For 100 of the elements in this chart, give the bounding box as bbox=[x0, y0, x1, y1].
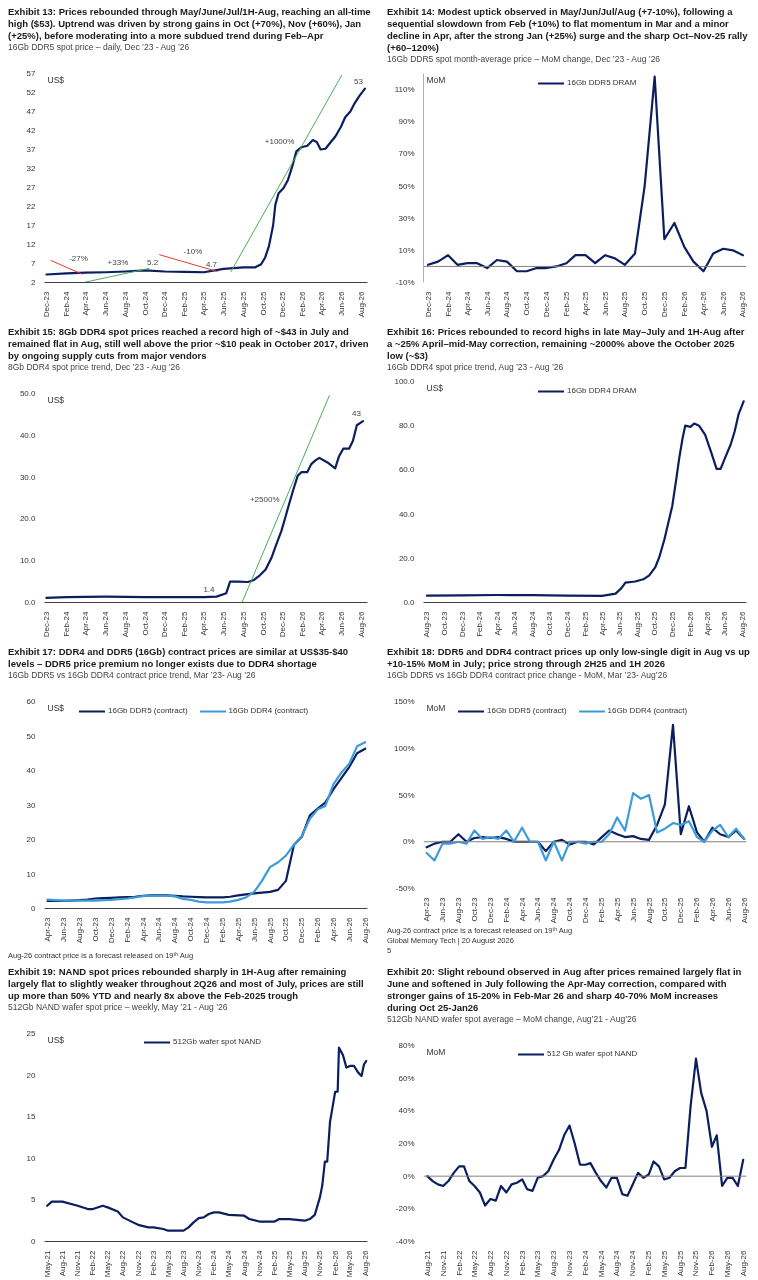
x-tick-label: Nov-22 bbox=[133, 1249, 143, 1277]
x-tick-label: Aug-24 bbox=[239, 1249, 249, 1277]
y-tick-label: -10% bbox=[395, 278, 415, 287]
x-tick-label: Oct-25 bbox=[650, 610, 660, 636]
x-tick-label: Aug-23 bbox=[453, 896, 463, 924]
x-tick-label: Aug-22 bbox=[485, 1249, 495, 1277]
x-tick-label: Feb-22 bbox=[454, 1249, 464, 1276]
x-tick-label: Nov-24 bbox=[628, 1249, 638, 1277]
y-tick-label: 10 bbox=[26, 1153, 37, 1163]
x-tick-label: Nov-21 bbox=[73, 1249, 83, 1277]
y-tick-label: 100% bbox=[394, 743, 415, 753]
y-tick-label: 32 bbox=[26, 164, 37, 173]
y-tick-label: 37 bbox=[26, 145, 37, 154]
x-tick-label: Apr-25 bbox=[612, 896, 622, 922]
y-tick-label: 50.0 bbox=[19, 389, 37, 398]
x-tick-label: Aug-24 bbox=[549, 896, 559, 924]
annotation: 53 bbox=[354, 76, 364, 86]
x-tick-label: Aug-26 bbox=[356, 610, 366, 638]
x-tick-label: Aug-24 bbox=[120, 290, 130, 318]
x-tick-label: Oct-24 bbox=[140, 610, 150, 636]
x-tick-label: Dec-24 bbox=[581, 896, 591, 924]
x-tick-label: Dec-23 bbox=[41, 610, 51, 638]
annotation: +33% bbox=[107, 258, 129, 268]
y-axis-title: US$ bbox=[47, 394, 65, 405]
legend-label: 512 Gb wafer spot NAND bbox=[547, 1049, 638, 1058]
annotation: 1.4 bbox=[203, 584, 216, 594]
y-tick-label: 50 bbox=[26, 731, 37, 741]
x-tick-label: Jun-24 bbox=[154, 916, 164, 942]
y-tick-label: 27 bbox=[26, 183, 37, 192]
x-tick-label: Feb-24 bbox=[209, 1249, 219, 1276]
y-tick-label: 110% bbox=[394, 85, 415, 95]
y-tick-label: 2 bbox=[31, 278, 37, 287]
x-tick-label: Dec-24 bbox=[160, 290, 170, 318]
x-tick-label: Feb-23 bbox=[517, 1249, 527, 1276]
x-tick-label: Jun-26 bbox=[337, 290, 347, 316]
x-tick-label: Dec-25 bbox=[659, 290, 669, 318]
x-tick-label: Aug-21 bbox=[57, 1249, 67, 1277]
x-tick-label: Oct-24 bbox=[565, 896, 575, 922]
chart-title: Exhibit 14: Modest uptick observed in May/Jun/Jul/Aug (+7-10%), following a sequential slowdown from Feb (+10%) to flat momentum in Mar and a minor decline in Apr, after the strong Jan (+25%) surge and the sharp Oct–Nov-25 rally (+60–120%) bbox=[387, 6, 749, 54]
y-tick-label: 10 bbox=[26, 869, 37, 879]
x-tick-label: Aug-23 bbox=[422, 610, 432, 638]
x-tick-label: Aug-21 bbox=[422, 1249, 432, 1277]
x-tick-label: May-24 bbox=[596, 1249, 606, 1278]
y-tick-label: 50% bbox=[398, 181, 415, 191]
x-tick-label: Aug-26 bbox=[360, 1249, 370, 1277]
y-tick-label: 25 bbox=[26, 1029, 37, 1038]
chart-subtitle: 16Gb DDR5 vs 16Gb DDR4 contract price change - MoM, Mar ’23- Aug’26 bbox=[387, 670, 669, 681]
x-tick-label: Apr-25 bbox=[597, 610, 607, 636]
x-tick-label: Nov-23 bbox=[565, 1249, 575, 1277]
y-tick-label: 60 bbox=[26, 697, 37, 706]
x-tick-label: Jun-24 bbox=[510, 610, 520, 636]
x-tick-label: Jun-25 bbox=[628, 896, 638, 922]
x-tick-label: Nov-23 bbox=[194, 1249, 204, 1277]
x-tick-label: Feb-24 bbox=[61, 610, 71, 637]
x-tick-label: Aug-25 bbox=[620, 290, 630, 318]
legend-label: 512Gb wafer spot NAND bbox=[173, 1037, 262, 1046]
x-tick-label: Apr-25 bbox=[580, 290, 590, 316]
x-tick-label: Nov-25 bbox=[691, 1249, 701, 1277]
x-tick-label: Feb-25 bbox=[561, 290, 571, 317]
x-tick-label: Dec-25 bbox=[676, 896, 686, 924]
chart-title: Exhibit 20: Slight rebound observed in Aug after prices remained largely flat in June and softened in July following the Apr-May correction, compared with stronger gains of 15-20% in Feb-Mar 26 and sharp 40-70% MoM increases during Oct 25-Jan26 bbox=[387, 966, 743, 1014]
x-tick-label: Aug-23 bbox=[74, 916, 84, 944]
x-tick-label: Jun-24 bbox=[101, 610, 111, 636]
x-tick-label: Apr-24 bbox=[138, 916, 148, 942]
y-tick-label: 50% bbox=[398, 790, 415, 800]
x-tick-label: Aug-23 bbox=[549, 1249, 559, 1277]
x-tick-label: Feb-24 bbox=[122, 916, 132, 943]
y-tick-label: 40 bbox=[26, 766, 37, 775]
x-tick-label: Apr-26 bbox=[702, 610, 712, 636]
x-tick-label: Feb-23 bbox=[148, 1249, 158, 1276]
x-tick-label: Feb-26 bbox=[298, 610, 308, 637]
chart-subtitle: 16Gb DDR5 spot price – daily, Dec ’23 - Aug ’26 bbox=[8, 42, 191, 53]
x-tick-label: May-22 bbox=[103, 1249, 113, 1278]
annotation: -27% bbox=[69, 253, 88, 263]
x-tick-label: Aug-24 bbox=[527, 610, 537, 638]
x-tick-label: Oct-24 bbox=[545, 610, 555, 636]
y-tick-label: 7 bbox=[31, 259, 37, 268]
x-tick-label: May-21 bbox=[42, 1249, 52, 1278]
x-tick-label: Oct-25 bbox=[258, 290, 268, 316]
x-tick-label: Jun-26 bbox=[337, 610, 347, 636]
x-tick-label: Nov-21 bbox=[438, 1249, 448, 1277]
x-tick-label: Feb-26 bbox=[679, 290, 689, 317]
y-axis-title: MoM bbox=[426, 74, 446, 85]
x-tick-label: Aug-23 bbox=[178, 1249, 188, 1277]
annotation: -10% bbox=[183, 247, 203, 257]
x-tick-label: Aug-26 bbox=[737, 610, 747, 638]
x-tick-label: May-23 bbox=[533, 1249, 543, 1278]
y-tick-label: 20.0 bbox=[19, 514, 37, 524]
chart-subtitle: 16Gb DDR4 spot price trend, Aug ’23 - Aug ’26 bbox=[387, 362, 565, 373]
y-tick-label: 20.0 bbox=[398, 553, 416, 563]
x-tick-label: Apr-24 bbox=[81, 610, 91, 636]
y-tick-label: 47 bbox=[26, 107, 37, 116]
x-tick-label: Oct-23 bbox=[469, 896, 479, 922]
x-tick-label: May-25 bbox=[284, 1249, 294, 1278]
chart-title: Exhibit 19: NAND spot prices rebounded sharply in 1H-Aug after remaining largely flat to slightly weaker throughout 2Q26 and most of July, prices are still up more than 50% YTD and nearly 8x above the Feb-2025 trough bbox=[8, 966, 365, 1002]
x-tick-label: May-25 bbox=[659, 1249, 669, 1278]
x-tick-label: May-24 bbox=[224, 1249, 234, 1278]
x-tick-label: Jun-23 bbox=[438, 896, 448, 922]
annotation: 5.2 bbox=[147, 258, 159, 268]
y-tick-label: 20 bbox=[26, 1070, 37, 1080]
